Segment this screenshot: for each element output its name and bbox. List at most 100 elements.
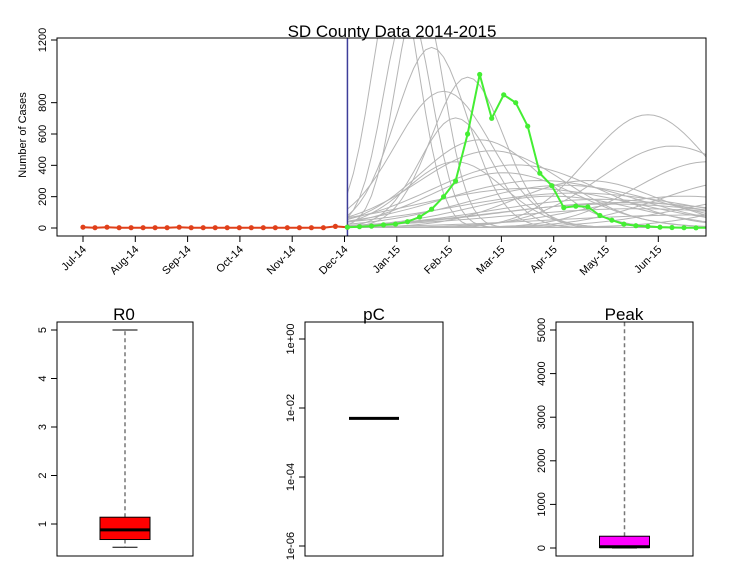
y-tick-label: 1000 [536,492,548,516]
forecast_window-point [392,221,399,227]
boxplot-pc-frame [304,321,444,557]
x-tick-label: Dec-14 [317,244,351,278]
forecast_window-point [681,225,687,231]
x-tick-label: Aug-14 [108,244,142,278]
forecast_window-point [537,170,543,176]
y-tick-label: 3000 [536,405,548,429]
forecast_window-point [344,224,350,230]
y-tick-label: 0 [37,225,49,231]
forecast_window-point [597,212,603,219]
x-tick-label: Jan-15 [371,244,403,276]
forecast_window-point [380,222,387,228]
plot-area [80,38,706,236]
observed-point [188,225,194,231]
observed-point [332,223,338,229]
case-count-chart: SD County Data 2014-2015 Number of Cases… [17,22,707,278]
x-tick-label: Apr-15 [528,244,560,276]
observed-point [236,225,242,231]
y-tick-label: 400 [37,156,49,174]
chart-title: SD County Data 2014-2015 [288,22,497,41]
boxplot-r0-plot [99,329,151,548]
observed-point [260,225,266,231]
simulation-curve-24 [347,38,706,228]
plot-frame [56,37,707,237]
y-tick-label: 600 [37,125,49,143]
simulation-curve-15 [347,214,706,228]
y-tick-label: 2000 [536,449,548,473]
observed-point [248,225,254,231]
y-tick-label: 4 [37,375,49,381]
observed-point [116,225,122,231]
observed-point [200,225,206,231]
forecast_window-point [525,123,531,129]
observed-point [92,225,98,231]
observed-point [284,225,290,231]
simulation-curve-21 [347,117,706,228]
y-tick-label: 5000 [536,318,548,342]
boxplot-peak-plot [599,321,650,549]
x-tick-label: Jul-14 [59,244,89,274]
forecast_window-point [561,205,567,211]
y-tick-label: 800 [37,93,49,111]
observed-point [152,225,158,231]
x-tick-label: May-15 [578,244,612,278]
y-tick-label: 1200 [37,28,49,52]
simulation-curve-6 [347,187,706,219]
simulation-curve-18 [347,179,706,228]
forecast_window-point [669,224,675,231]
observed-point [140,225,146,231]
y-tick-label: 4000 [536,361,548,385]
forecast_window-point [368,223,375,229]
forecast_window-point [429,206,435,212]
y-tick-label: 2 [37,472,49,478]
x-tick-label: Jun-15 [632,244,664,276]
simulation-curve-10 [347,208,706,227]
observed-point [128,225,134,231]
forecast_window-point [501,92,507,98]
forecast_window-point [585,204,591,210]
y-tick-label: 1e-02 [285,394,297,422]
forecast_window-point [621,221,627,227]
boxplot-peak-title: Peak [605,305,644,324]
boxplot-peak-y-axis: 0 1000 2000 3000 4000 5000 [536,318,556,551]
forecast_window-point [489,115,495,121]
boxplot-peak: Peak 0 1000 2000 3000 4000 5000 [536,305,694,557]
simulation-curve-20 [347,145,706,228]
boxplot-pc-title: pC [363,305,385,324]
observed-point [176,224,182,230]
y-tick-label: 1e-04 [285,463,297,491]
y-tick-label: 200 [37,187,49,205]
observed-point [320,225,326,231]
y-tick-label: 1 [37,521,49,527]
y-tick-label: 5 [37,327,49,333]
y-axis-label: Number of Cases [17,92,29,178]
y-tick-label: 3 [37,424,49,430]
forecast_window-point [693,225,699,231]
x-tick-label: Feb-15 [422,244,455,277]
forecast_window-point [404,219,411,225]
y-tick-label: 1e-06 [285,532,297,560]
forecast_window-point [465,131,471,137]
plot-clip-group [80,38,706,236]
forecast_window-point [477,71,483,78]
observed-point [164,225,170,231]
forecast_window-point [645,223,651,229]
x-tick-label: Nov-14 [265,244,299,278]
observed-point [104,224,110,230]
forecast_window-point [633,223,639,229]
boxplot-r0-title: R0 [113,305,135,324]
observed-point [212,225,218,231]
forecast_window-point [417,214,423,220]
forecast_window-point [356,224,363,230]
forecast_window-point [549,183,555,189]
observed-point [296,225,302,231]
x-tick-label: Mar-15 [474,244,507,277]
boxplot-r0-y-axis: 1 2 3 4 5 [37,327,57,527]
x-tick-label: Oct-14 [214,244,246,276]
forecast_window-point [441,194,447,200]
boxplot-r0: R0 1 2 3 4 5 [37,305,194,557]
observed-point [224,225,230,231]
forecast_window-point [453,178,459,184]
x-axis: Jul-14 Aug-14 Sep-14 Oct-14 Nov-14 Dec-14 Jan-… [59,236,664,278]
